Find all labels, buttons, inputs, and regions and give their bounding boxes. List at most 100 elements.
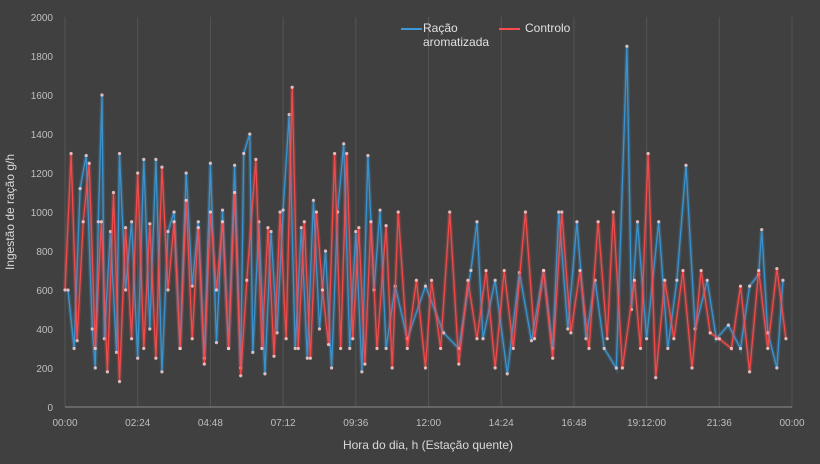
data-point [396,210,400,214]
data-point [178,346,182,351]
data-point [625,44,629,48]
x-tick-label: 02:24 [125,418,150,429]
data-point [529,339,534,343]
data-point [672,337,676,341]
data-point [620,366,624,370]
data-point [326,343,331,347]
x-tick-label: 12:00 [416,418,441,429]
data-point [284,337,288,341]
data-point [248,132,252,136]
data-point [154,356,158,360]
data-point [117,151,122,156]
data-point [384,224,388,228]
y-tick-label: 1600 [31,91,54,102]
data-point [475,337,479,341]
x-tick-label: 09:36 [343,418,368,429]
data-point [366,153,370,158]
data-point [142,157,146,161]
data-point [305,356,309,360]
data-point [214,341,219,345]
data-point [602,346,606,351]
data-point [351,337,355,341]
data-point [114,350,119,354]
data-point [93,346,97,351]
data-point [130,220,134,224]
data-point [587,346,591,351]
data-point [684,163,688,167]
data-point [738,346,743,351]
data-point [557,210,561,214]
y-tick-label: 2000 [31,13,54,24]
data-point [111,190,116,195]
data-point [190,284,194,288]
data-point [511,346,515,351]
data-point [266,226,270,230]
x-tick-label: 16:48 [561,418,586,429]
data-point [708,331,712,335]
data-point [172,220,176,224]
legend-item-racao: Ração aromatizada [401,21,489,49]
data-point [102,337,106,341]
data-point [269,229,273,234]
data-point [348,346,352,351]
data-point [220,220,225,224]
y-axis-title: Ingestão de ração g/h [3,154,17,270]
data-point [90,327,94,331]
data-point [646,151,650,156]
data-point [584,337,588,341]
data-point [375,346,379,351]
data-point [493,278,497,282]
data-point [332,151,337,156]
data-point [108,229,113,234]
data-point [296,346,300,351]
data-point [532,337,537,341]
x-tick-label: 04:48 [198,418,223,429]
data-point [493,366,497,370]
data-point [142,346,146,351]
data-point [638,346,643,351]
data-point [233,163,237,167]
data-point [320,288,325,292]
data-point [657,220,661,224]
data-point [369,220,373,224]
data-point [635,220,640,224]
y-tick-label: 600 [36,286,53,297]
y-tick-label: 1200 [31,169,54,180]
series-line [64,87,787,382]
data-point [760,227,764,232]
data-point [63,288,67,292]
data-point [293,346,297,351]
data-point [354,229,358,234]
x-tick-label: 14:24 [489,418,514,429]
data-point [423,366,428,370]
data-point [560,210,564,214]
data-point [726,323,730,327]
data-point [363,362,367,366]
data-point [75,339,79,343]
data-point [666,346,670,351]
data-point [747,284,752,288]
data-point [339,346,343,351]
legend-item-controlo: Controlo [499,21,571,35]
data-point [66,288,70,292]
data-point [96,220,100,224]
data-point [775,366,779,370]
data-point [78,187,82,191]
data-point [81,220,85,224]
data-point [311,198,315,202]
data-point [502,268,506,273]
data-point [645,337,649,341]
x-tick-label: 19:12:00 [627,418,666,429]
data-point [154,157,158,161]
data-point [729,346,734,351]
data-point [208,210,212,214]
series-racao-aromatizada [66,44,785,376]
data-point [542,268,546,273]
data-point [275,331,279,335]
data-point [242,151,246,156]
data-point [747,370,752,374]
x-tick-label: 00:00 [779,418,804,429]
data-point [329,366,334,370]
data-point [784,337,788,341]
data-point [99,220,103,224]
